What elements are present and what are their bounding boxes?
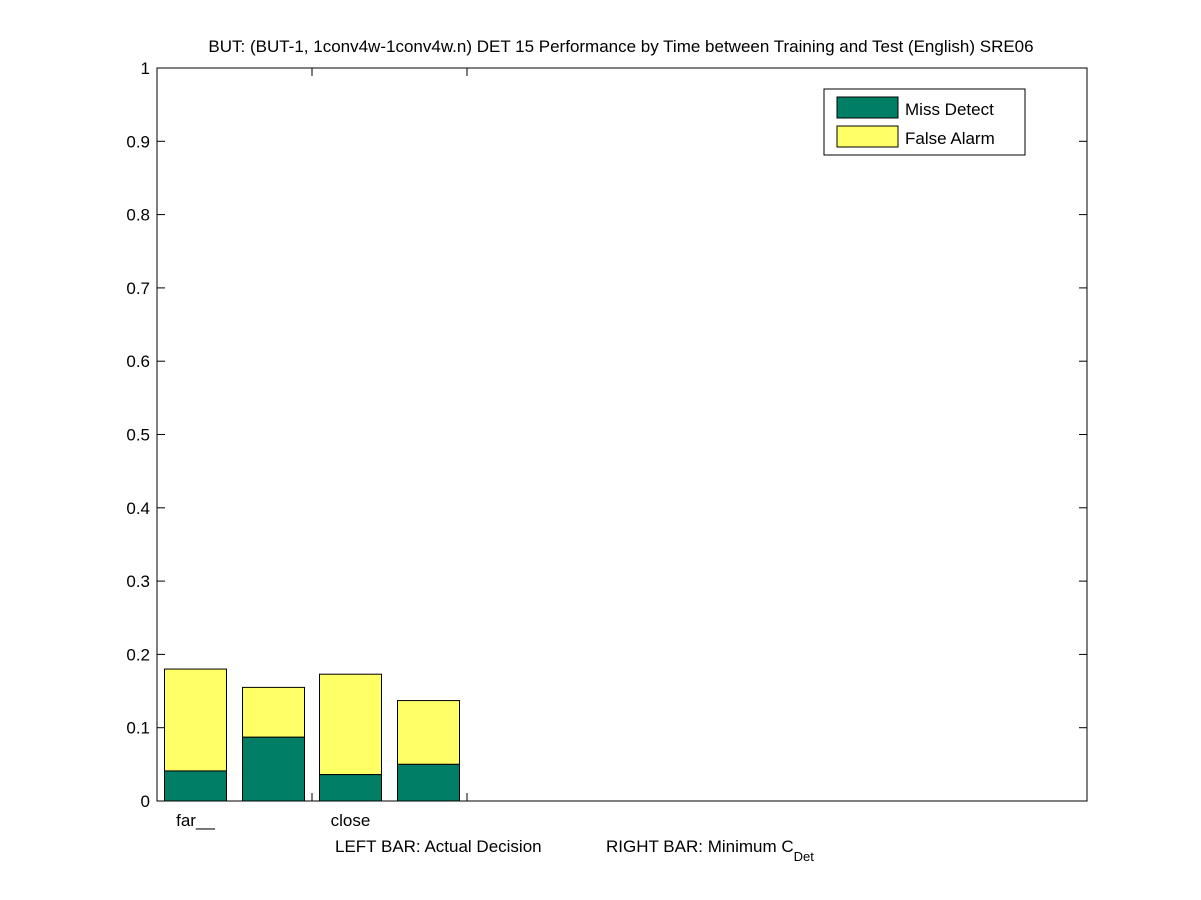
xlabel-left: LEFT BAR: Actual Decision: [335, 837, 542, 856]
plot-frame: [156, 67, 1088, 802]
y-axis: 0 0.1 0.2 0.3 0.4 0.5 0.6 0.7 0.8 0.9 1: [126, 59, 1087, 811]
plot-area: [156, 67, 1088, 802]
legend-swatch-false-alarm: [836, 125, 899, 148]
bar-false-alarm: [397, 700, 460, 765]
bar-miss-detect: [319, 774, 382, 802]
bar-false-alarm: [242, 686, 305, 738]
x-tick-label: far__: [176, 811, 215, 830]
bar-group: [164, 668, 460, 802]
y-tick-label: 0: [141, 792, 150, 811]
legend-label-miss-detect: Miss Detect: [905, 100, 994, 119]
y-tick-label: 0.5: [126, 426, 150, 445]
xlabel-right-main: RIGHT BAR: Minimum C: [606, 837, 794, 856]
y-tick-label: 0.7: [126, 279, 150, 298]
xlabel-right: RIGHT BAR: Minimum CDet: [606, 837, 814, 864]
y-tick-label: 0.6: [126, 352, 150, 371]
xlabel-right-subscript: Det: [794, 849, 815, 864]
bar-miss-detect: [242, 736, 305, 802]
legend: Miss Detect False Alarm: [823, 88, 1026, 156]
x-tick-label: close: [331, 811, 371, 830]
y-tick-label: 0.2: [126, 645, 150, 664]
chart-title: BUT: (BUT-1, 1conv4w-1conv4w.n) DET 15 P…: [208, 37, 1033, 56]
y-tick-label: 0.4: [126, 499, 150, 518]
legend-label-false-alarm: False Alarm: [905, 129, 995, 148]
bar-miss-detect: [397, 763, 460, 802]
x-axis-caption: LEFT BAR: Actual Decision RIGHT BAR: Min…: [335, 837, 814, 864]
legend-swatch-miss-detect: [836, 96, 899, 119]
y-tick-label: 0.8: [126, 206, 150, 225]
y-tick-label: 1: [141, 59, 150, 78]
bar-false-alarm: [164, 668, 227, 772]
y-tick-label: 0.9: [126, 132, 150, 151]
x-axis: far__ close: [176, 68, 468, 830]
bar-false-alarm: [319, 673, 382, 776]
y-tick-label: 0.3: [126, 572, 150, 591]
y-tick-label: 0.1: [126, 719, 150, 738]
bar-miss-detect: [164, 770, 227, 802]
